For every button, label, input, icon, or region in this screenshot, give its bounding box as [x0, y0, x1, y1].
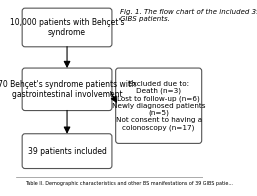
FancyBboxPatch shape [116, 68, 202, 143]
Text: Fig. 1. The flow chart of the included 39
GIBS patients.: Fig. 1. The flow chart of the included 3… [120, 9, 257, 22]
Text: 10,000 patients with Behçet's
syndrome: 10,000 patients with Behçet's syndrome [10, 18, 124, 37]
Text: Table II. Demographic characteristics and other BS manifestations of 39 GIBS pat: Table II. Demographic characteristics an… [25, 181, 233, 186]
Text: 70 Behçet's syndrome patients with
gastrointestinal involvement: 70 Behçet's syndrome patients with gastr… [0, 80, 136, 99]
FancyBboxPatch shape [22, 8, 112, 47]
Text: Excluded due to:
Death (n=3)
Lost to follow-up (n=6)
Newly diagnosed patients
(n: Excluded due to: Death (n=3) Lost to fol… [112, 81, 205, 131]
FancyBboxPatch shape [22, 134, 112, 169]
FancyBboxPatch shape [22, 68, 112, 111]
Text: 39 patients included: 39 patients included [27, 147, 106, 156]
